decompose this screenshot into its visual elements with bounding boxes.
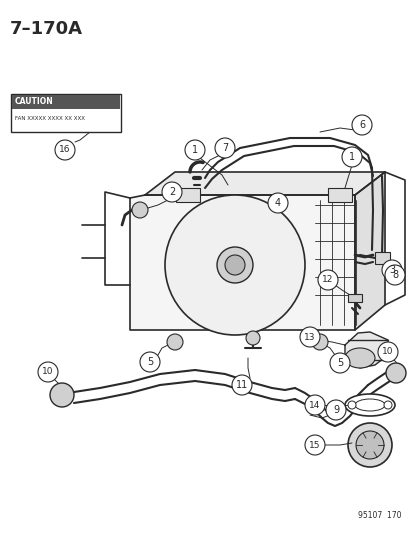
Circle shape xyxy=(299,327,319,347)
Circle shape xyxy=(140,352,159,372)
Circle shape xyxy=(311,334,327,350)
Polygon shape xyxy=(344,332,387,368)
Circle shape xyxy=(245,331,259,345)
Text: 13: 13 xyxy=(304,333,315,342)
Polygon shape xyxy=(130,195,354,330)
Circle shape xyxy=(317,270,337,290)
Circle shape xyxy=(267,193,287,213)
Circle shape xyxy=(329,353,349,373)
Text: 1: 1 xyxy=(348,152,354,162)
Circle shape xyxy=(341,147,361,167)
Circle shape xyxy=(384,265,404,285)
Circle shape xyxy=(55,140,75,160)
Circle shape xyxy=(216,247,252,283)
Text: 15: 15 xyxy=(309,440,320,449)
Circle shape xyxy=(355,431,383,459)
Text: 14: 14 xyxy=(309,400,320,409)
Polygon shape xyxy=(354,172,384,330)
FancyBboxPatch shape xyxy=(12,95,120,109)
Text: 1: 1 xyxy=(192,145,197,155)
Circle shape xyxy=(132,202,147,218)
Text: 2: 2 xyxy=(169,187,175,197)
Text: CAUTION: CAUTION xyxy=(15,98,54,107)
Circle shape xyxy=(50,383,74,407)
Bar xyxy=(374,252,389,264)
Circle shape xyxy=(38,362,58,382)
Text: 4: 4 xyxy=(274,198,280,208)
Ellipse shape xyxy=(344,348,374,368)
Bar xyxy=(176,188,199,202)
Text: FAN XXXXX XXXX XX XXX: FAN XXXXX XXXX XX XXX xyxy=(15,117,85,122)
Circle shape xyxy=(383,401,391,409)
Text: 5: 5 xyxy=(147,357,153,367)
Ellipse shape xyxy=(344,394,394,416)
Text: 7–170A: 7–170A xyxy=(10,20,83,38)
Bar xyxy=(347,294,361,302)
Text: 3: 3 xyxy=(388,265,394,275)
Text: 11: 11 xyxy=(235,380,247,390)
Circle shape xyxy=(347,423,391,467)
Text: 9: 9 xyxy=(332,405,338,415)
Circle shape xyxy=(325,400,345,420)
Text: 6: 6 xyxy=(358,120,364,130)
Text: 10: 10 xyxy=(42,367,54,376)
Text: 12: 12 xyxy=(322,276,333,285)
Circle shape xyxy=(304,435,324,455)
Text: 5: 5 xyxy=(336,358,342,368)
Circle shape xyxy=(385,363,405,383)
Circle shape xyxy=(347,401,355,409)
Circle shape xyxy=(377,342,397,362)
Text: 95107  170: 95107 170 xyxy=(357,511,401,520)
Circle shape xyxy=(185,140,204,160)
Text: 8: 8 xyxy=(391,270,397,280)
Circle shape xyxy=(224,255,244,275)
Circle shape xyxy=(381,260,401,280)
Circle shape xyxy=(304,395,324,415)
Circle shape xyxy=(166,334,183,350)
FancyBboxPatch shape xyxy=(11,94,121,132)
Text: 10: 10 xyxy=(381,348,393,357)
Circle shape xyxy=(351,115,371,135)
Circle shape xyxy=(161,182,182,202)
Bar xyxy=(327,188,351,202)
Circle shape xyxy=(214,138,235,158)
Circle shape xyxy=(231,375,252,395)
Circle shape xyxy=(165,195,304,335)
Polygon shape xyxy=(145,172,384,195)
Text: 16: 16 xyxy=(59,146,71,155)
Text: 7: 7 xyxy=(221,143,228,153)
